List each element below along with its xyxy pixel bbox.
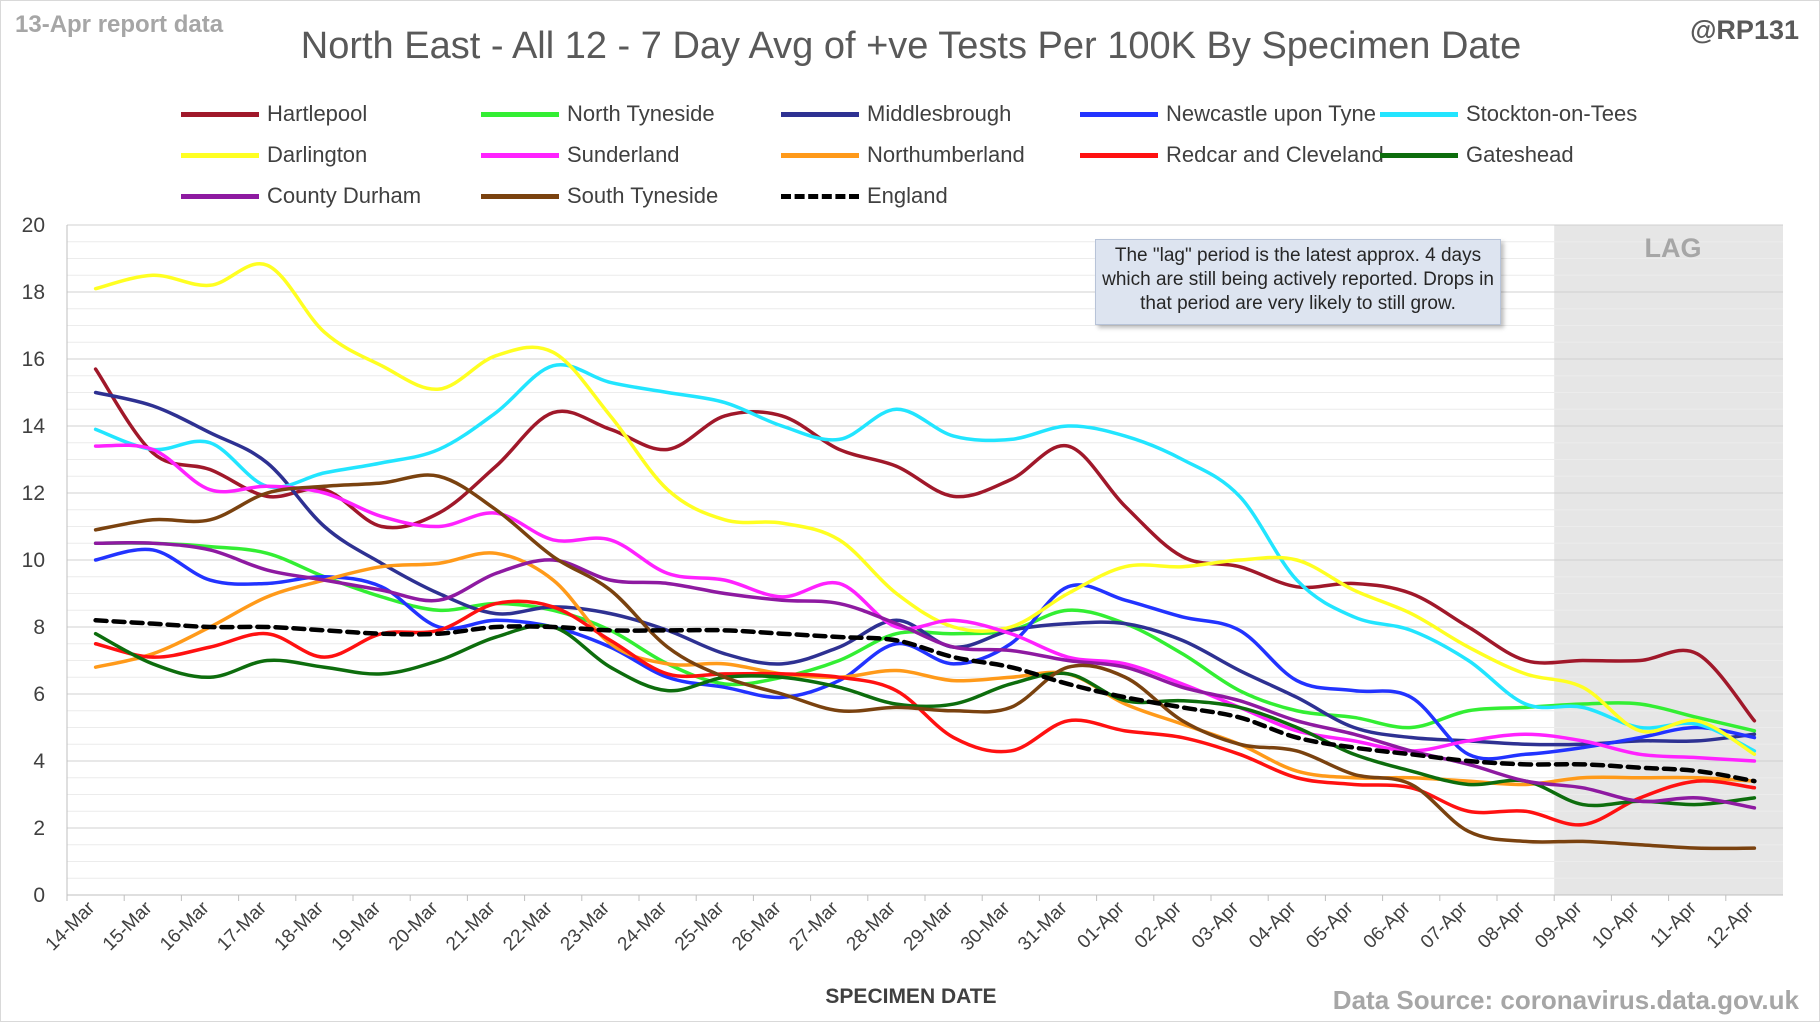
legend-item: North Tyneside (481, 97, 715, 131)
series-line-newcastle-upon-tyne (93, 547, 1757, 761)
legend-label: Gateshead (1466, 142, 1574, 167)
x-tick-label: 05-Apr (1302, 897, 1358, 953)
legend-item: Gateshead (1380, 138, 1574, 172)
legend-label: Northumberland (867, 142, 1025, 167)
legend-label: England (867, 183, 948, 208)
data-source-label: Data Source: coronavirus.data.gov.uk (1332, 985, 1799, 1015)
series-line-england (93, 618, 1757, 784)
series-line-darlington (93, 261, 1757, 757)
y-tick-label: 8 (33, 616, 45, 639)
legend-swatch (481, 193, 559, 199)
legend-label: North Tyneside (567, 101, 715, 126)
x-tick-label: 11-Apr (1647, 897, 1702, 952)
legend-item: Hartlepool (181, 97, 367, 131)
legend-swatch (481, 152, 559, 158)
series-line-northumberland (93, 551, 1757, 787)
legend-swatch (1080, 111, 1158, 117)
x-tick-label: 09-Apr (1531, 897, 1587, 953)
legend-label: Newcastle upon Tyne (1166, 101, 1376, 126)
x-tick-label: 02-Apr (1131, 897, 1187, 953)
series-line-south-tyneside (93, 473, 1757, 851)
y-tick-label: 2 (33, 817, 45, 840)
x-tick-label: 25-Mar (671, 897, 729, 955)
legend-swatch (1380, 111, 1458, 117)
y-tick-label: 4 (33, 750, 45, 773)
x-tick-label: 21-Mar (442, 897, 500, 955)
legend-swatch (1080, 152, 1158, 158)
y-tick-label: 10 (22, 549, 45, 572)
legend-swatch (181, 152, 259, 158)
lag-period-label: LAG (1644, 233, 1702, 263)
author-handle: @RP131 (1690, 15, 1799, 45)
x-tick-label: 17-Mar (213, 897, 271, 955)
legend-swatch (781, 193, 859, 199)
x-tick-label: 30-Mar (957, 897, 1015, 955)
legend-swatch (481, 111, 559, 117)
x-axis-title: SPECIMEN DATE (825, 985, 997, 1008)
legend-item: Newcastle upon Tyne (1080, 97, 1376, 131)
x-tick-label: 08-Apr (1474, 897, 1530, 953)
x-tick-label: 14-Mar (42, 897, 100, 955)
x-tick-label: 16-Mar (156, 897, 214, 955)
y-tick-label: 18 (22, 281, 45, 304)
legend-label: Middlesbrough (867, 101, 1012, 126)
legend-item: Northumberland (781, 138, 1025, 172)
y-tick-label: 12 (22, 482, 45, 505)
x-tick-label: 19-Mar (328, 897, 386, 955)
y-tick-label: 16 (22, 348, 45, 371)
y-tick-label: 20 (22, 214, 45, 237)
x-tick-label: 18-Mar (271, 897, 329, 955)
x-tick-label: 31-Mar (1014, 897, 1072, 955)
legend-label: County Durham (267, 183, 422, 208)
legend-label: Redcar and Cleveland (1166, 142, 1384, 167)
x-tick-label: 04-Apr (1245, 897, 1301, 953)
x-tick-label: 01-Apr (1074, 897, 1130, 953)
legend-label: Darlington (267, 142, 368, 167)
legend-item: England (781, 179, 948, 213)
legend-label: South Tyneside (567, 183, 719, 208)
legend-item: County Durham (181, 179, 421, 213)
series-line-stockton-on-tees (93, 363, 1757, 753)
chart-title: North East - All 12 - 7 Day Avg of +ve T… (300, 25, 1522, 67)
series-line-hartlepool (93, 367, 1757, 723)
legend-label: Hartlepool (267, 101, 368, 126)
series-line-gateshead (93, 623, 1757, 808)
legend-item: South Tyneside (481, 179, 718, 213)
y-tick-label: 0 (33, 884, 45, 907)
chart-legend: Hartlepool North Tyneside Middlesbrough New… (1, 97, 1820, 217)
x-tick-label: 23-Mar (557, 897, 615, 955)
legend-item: Redcar and Cleveland (1080, 138, 1384, 172)
y-tick-label: 6 (33, 683, 45, 706)
x-tick-label: 26-Mar (728, 897, 786, 955)
legend-swatch (1380, 152, 1458, 158)
x-tick-label: 07-Apr (1417, 897, 1473, 953)
x-tick-label: 29-Mar (900, 897, 958, 955)
legend-swatch (181, 111, 259, 117)
x-tick-label: 12-Apr (1703, 897, 1759, 953)
legend-item: Darlington (181, 138, 367, 172)
legend-item: Sunderland (481, 138, 680, 172)
lag-callout-note: The "lag" period is the latest approx. 4… (1095, 239, 1501, 325)
x-tick-label: 27-Mar (785, 897, 843, 955)
x-tick-label: 10-Apr (1588, 897, 1644, 953)
x-tick-label: 15-Mar (99, 897, 157, 955)
legend-label: Stockton-on-Tees (1466, 101, 1638, 126)
legend-item: Middlesbrough (781, 97, 1011, 131)
y-tick-label: 14 (22, 415, 46, 438)
legend-label: Sunderland (567, 142, 680, 167)
series-line-county-durham (93, 540, 1757, 810)
x-tick-label: 06-Apr (1360, 897, 1416, 953)
legend-item: Stockton-on-Tees (1380, 97, 1637, 131)
report-date-label: 13-Apr report data (15, 11, 224, 38)
legend-swatch (781, 111, 859, 117)
x-tick-label: 20-Mar (385, 897, 443, 955)
x-tick-label: 28-Mar (843, 897, 901, 955)
legend-swatch (181, 193, 259, 199)
x-tick-label: 03-Apr (1188, 897, 1244, 953)
x-tick-label: 24-Mar (614, 897, 672, 955)
legend-swatch (781, 152, 859, 158)
x-tick-label: 22-Mar (499, 897, 557, 955)
